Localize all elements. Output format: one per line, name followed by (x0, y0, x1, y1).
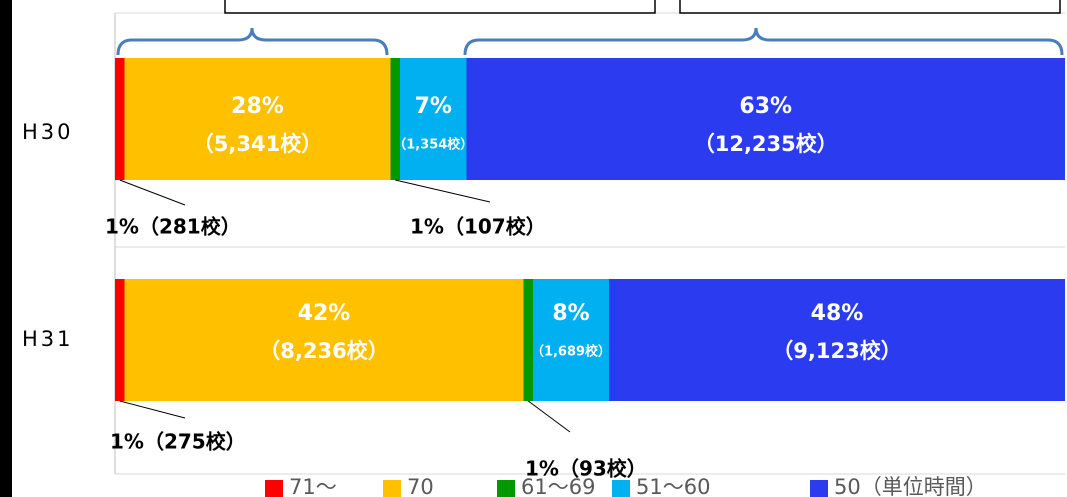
value-label: 7% (415, 94, 452, 119)
bar-segment (124, 58, 391, 180)
legend-swatch (497, 480, 515, 497)
value-label: 48% (811, 301, 864, 326)
legend-swatch (383, 480, 401, 497)
leader-line (527, 400, 571, 433)
brace (463, 27, 1064, 56)
legend-swatch (265, 480, 283, 497)
bar-segment (609, 279, 1065, 401)
bar-segment (124, 279, 524, 401)
bar-segment (466, 58, 1065, 180)
bar-segment (390, 58, 400, 180)
value-label: 28% (231, 94, 284, 119)
legend-label: 71〜 (289, 475, 337, 497)
frame-edge (0, 0, 12, 497)
leader-line (395, 179, 491, 203)
callout-box (679, 0, 1061, 14)
legend-label: 61〜69 (521, 475, 595, 497)
bar-segment (115, 58, 125, 180)
value-label: 1%（275校） (110, 430, 246, 454)
value-label: 1%（93校） (525, 457, 647, 481)
value-label: （9,123校） (772, 339, 901, 363)
value-label: 42% (298, 301, 351, 326)
y-tick-label: H31 (22, 327, 74, 351)
value-label: 8% (552, 301, 589, 326)
value-label: （5,341校） (193, 132, 322, 156)
value-label: （1,689校） (531, 344, 611, 360)
value-label: （8,236校） (259, 339, 388, 363)
value-label: （12,235校） (694, 132, 838, 156)
bar-segment (533, 279, 609, 401)
bar-segment (523, 279, 533, 401)
callout-box (224, 0, 656, 14)
leader-line (119, 400, 186, 419)
bar-segment (400, 58, 467, 180)
legend-swatch (612, 480, 630, 497)
legend-swatch (810, 480, 828, 497)
leader-line (119, 179, 186, 206)
value-label: 1%（281校） (105, 215, 241, 239)
legend-label: 50（単位時間） (834, 475, 987, 497)
legend-label: 70 (407, 475, 434, 497)
bar-segment (115, 279, 125, 401)
value-label: （1,354校） (393, 137, 473, 153)
value-label: 63% (739, 94, 792, 119)
brace (116, 27, 389, 56)
y-tick-label: H30 (22, 120, 74, 144)
legend-label: 51〜60 (636, 475, 710, 497)
value-label: 1%（107校） (410, 215, 546, 239)
